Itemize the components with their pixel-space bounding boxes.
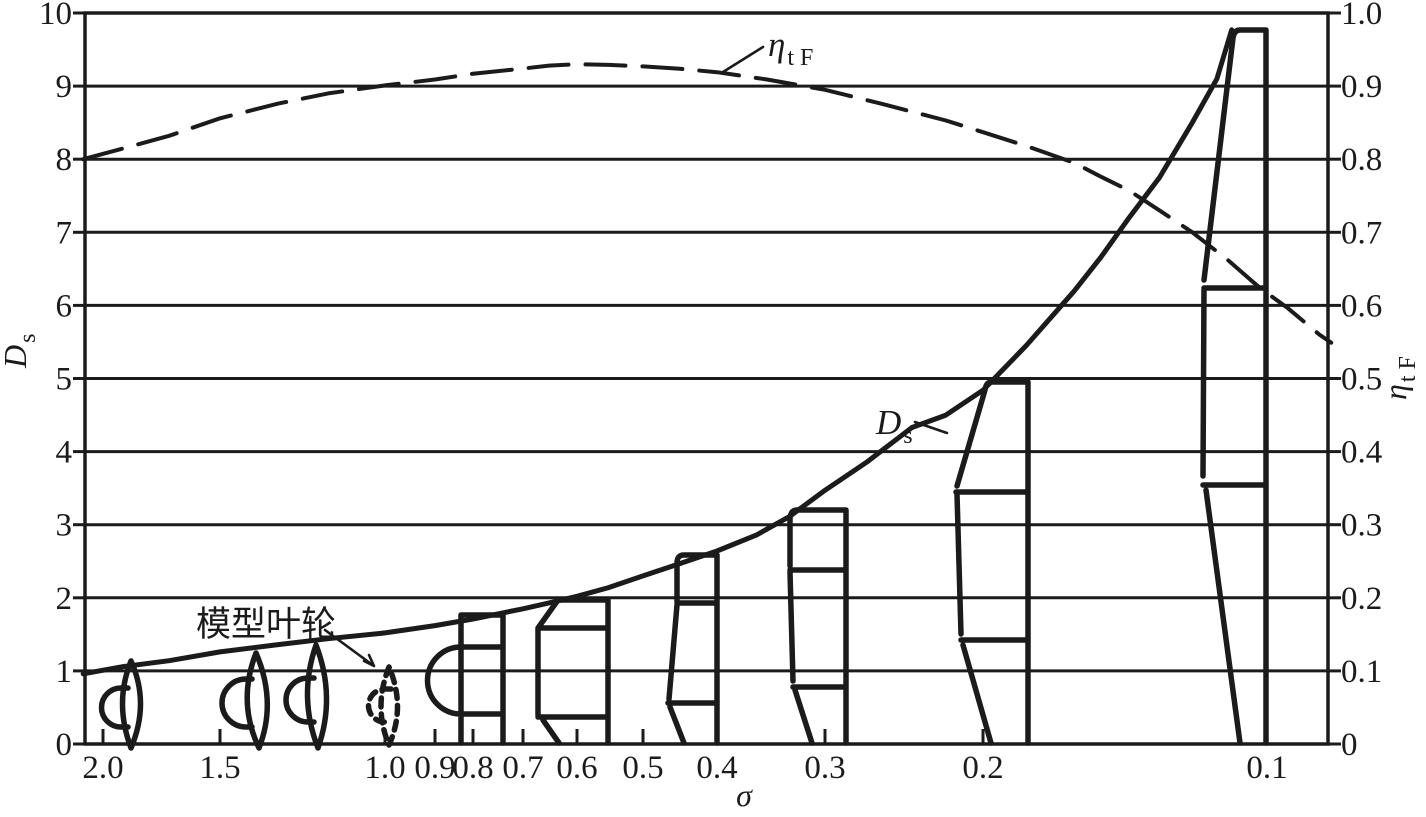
x-tick-label: 0.2 (962, 750, 1003, 786)
y-left-tick-label: 2 (56, 581, 73, 617)
model-impeller-leader-line (323, 628, 376, 668)
y-right-tick-label: 0.8 (1341, 142, 1382, 178)
x-tick-label: 0.3 (804, 750, 845, 786)
impeller-sketch-radial-sigma-0.2 (953, 379, 1031, 746)
x-tick-label: 0.8 (452, 750, 493, 786)
y-right-tick-label: 0.1 (1341, 654, 1382, 690)
x-axis-title: σ (736, 777, 753, 813)
eta-curve-leader-line (721, 45, 765, 74)
y-left-tick-label: 7 (56, 215, 73, 251)
x-tick-label: 0.4 (696, 750, 737, 786)
impeller-sketch-mixed-flow-sigma-0.85 (424, 612, 506, 746)
x-tick-label: 0.7 (502, 750, 543, 786)
ds-curve-leader-line (913, 420, 949, 435)
y-left-tick-label: 1 (56, 654, 73, 690)
model-impeller-label: 模型叶轮 (196, 605, 336, 644)
y-left-axis-title: Ds (0, 334, 41, 369)
y-right-tick-label: 0.6 (1341, 288, 1382, 324)
ds-curve-label: Ds (875, 403, 913, 449)
y-right-tick-label: 0.4 (1341, 435, 1382, 471)
y-right-tick-label: 0 (1341, 727, 1358, 763)
data-curves (80, 27, 1334, 677)
impeller-sketches (98, 27, 1269, 751)
y-left-tick-label: 6 (56, 288, 73, 324)
y-left-tick-label: 3 (56, 508, 73, 544)
y-right-tick-label: 0.9 (1341, 69, 1382, 105)
y-right-tick-label: 0.7 (1341, 215, 1382, 251)
impeller-sketch-axial-sigma-1.2 (283, 642, 330, 751)
impeller-sketch-axial-model-sigma-0.98 (365, 664, 401, 748)
eta-curve (81, 62, 1334, 345)
y-right-axis-title: ηt F (1377, 356, 1421, 400)
annotations: 模型叶轮 Ds ηt F (196, 25, 949, 668)
y-left-tick-label: 5 (56, 362, 73, 398)
impeller-sketch-radial-sigma-0.45 (665, 552, 720, 746)
x-tick-label: 1.5 (199, 750, 240, 786)
impeller-sketch-axial-sigma-1.4 (219, 650, 271, 751)
eta-curve-label: ηt F (768, 25, 813, 71)
y-left-tick-label: 0 (56, 727, 73, 763)
axis-ticks (73, 11, 1341, 746)
y-right-tick-label: 0.3 (1341, 508, 1382, 544)
ds-curve (80, 27, 1235, 677)
axis-titles: Ds ηt F σ (0, 334, 1421, 813)
impeller-sketch-radial-sigma-0.3 (787, 507, 849, 746)
y-right-tick-label: 0.5 (1341, 362, 1382, 398)
x-tick-label: 1.0 (364, 750, 405, 786)
y-left-tick-label: 4 (56, 435, 73, 471)
impeller-sketch-mixed-flow-sigma-0.65 (535, 597, 611, 746)
y-left-tick-label: 10 (39, 0, 72, 32)
y-left-tick-label: 8 (56, 142, 73, 178)
x-tick-label: 0.9 (414, 750, 455, 786)
x-tick-label: 0.5 (622, 750, 663, 786)
impeller-sketch-radial-sigma-0.105 (1200, 27, 1269, 746)
x-tick-label: 0.1 (1246, 750, 1287, 786)
y-right-tick-label: 0.2 (1341, 581, 1382, 617)
y-right-tick-label: 1.0 (1341, 0, 1382, 32)
impeller-sketch-axial-sigma-1.95 (98, 658, 144, 751)
x-tick-label: 2.0 (82, 750, 123, 786)
gridlines (85, 84, 1328, 673)
x-tick-label: 0.6 (556, 750, 597, 786)
tick-labels: 1098765432101.00.90.80.70.60.50.40.30.20… (39, 0, 1382, 786)
y-left-tick-label: 9 (56, 69, 73, 105)
